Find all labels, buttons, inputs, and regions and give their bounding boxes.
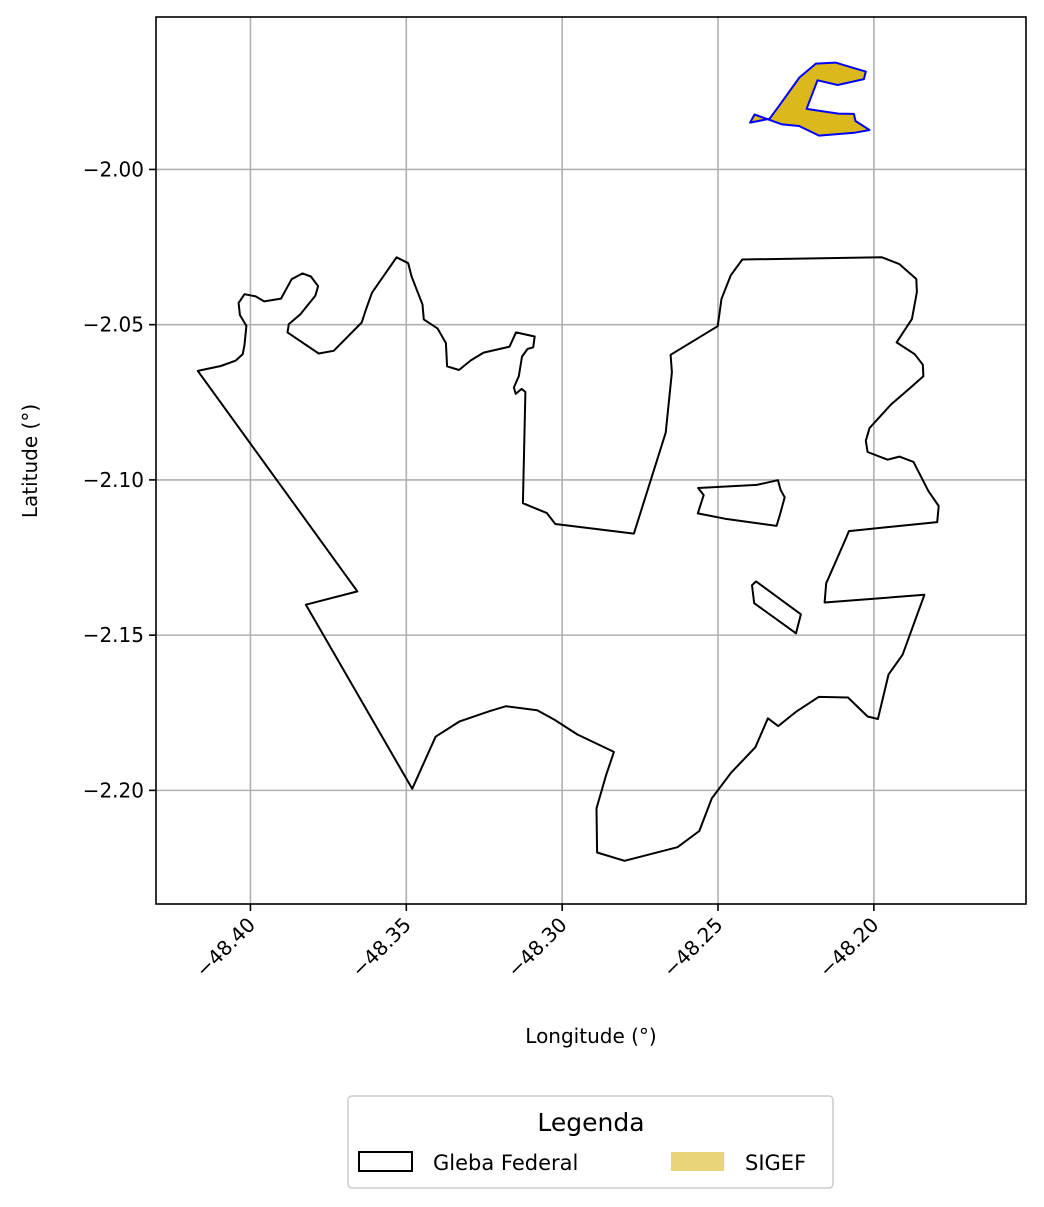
legend-swatch-sigef: [671, 1152, 724, 1171]
sigef-polygon: [749, 61, 871, 137]
gleba-federal-polygon: [751, 580, 802, 635]
gleba-federal-polygon: [696, 479, 786, 527]
plot-frame: [155, 16, 1027, 905]
legend: Legenda Gleba Federal SIGEF: [347, 1095, 834, 1189]
legend-title: Legenda: [537, 1108, 644, 1137]
gleba-federal-polygon: [196, 256, 940, 862]
y-axis-label: Latitude (°): [18, 404, 42, 518]
y-tick-label: −2.15: [83, 623, 144, 647]
y-tick-label: −2.20: [83, 778, 144, 802]
y-tick-label: −2.00: [83, 157, 144, 181]
legend-label-gleba-federal: Gleba Federal: [433, 1151, 578, 1175]
legend-label-sigef: SIGEF: [745, 1151, 806, 1175]
x-axis-label: Longitude (°): [525, 1024, 656, 1048]
grid-lines: [156, 17, 1026, 904]
legend-swatch-gleba-federal: [358, 1151, 413, 1172]
y-tick-label: −2.10: [83, 468, 144, 492]
y-tick-label: −2.05: [83, 313, 144, 337]
map-polygons: [196, 61, 940, 862]
y-axis-ticks: −2.00 −2.05 −2.10 −2.15 −2.20: [83, 157, 156, 802]
